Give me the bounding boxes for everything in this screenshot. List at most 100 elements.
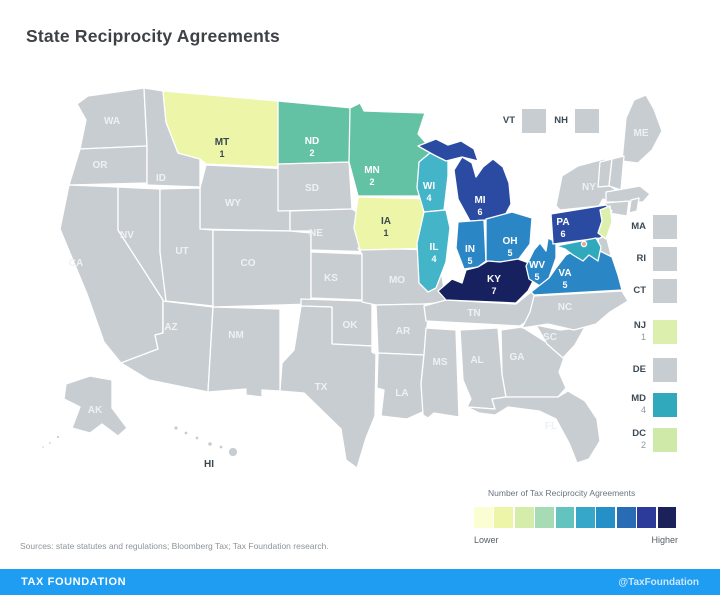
state-value: 4 bbox=[426, 193, 431, 203]
legend-title: Number of Tax Reciprocity Agreements bbox=[488, 488, 636, 498]
state-label: LA bbox=[395, 388, 408, 399]
chip-label: DC bbox=[632, 428, 646, 440]
state-label: MI bbox=[474, 195, 485, 206]
legend: Number of Tax Reciprocity Agreements Low… bbox=[474, 488, 678, 545]
state-wy bbox=[199, 164, 291, 232]
state-value: 5 bbox=[562, 280, 567, 290]
state-value: 6 bbox=[560, 229, 565, 239]
chip-label: NH bbox=[554, 114, 568, 126]
chip-de: DE bbox=[600, 358, 677, 382]
state-label: IL bbox=[430, 242, 439, 253]
state-nh bbox=[608, 155, 625, 191]
chip-dc: DC 2 bbox=[600, 428, 677, 452]
state-value: 7 bbox=[491, 286, 496, 296]
chip-label: NJ bbox=[633, 320, 646, 332]
state-value: 2 bbox=[309, 148, 314, 158]
state-label: KY bbox=[487, 274, 501, 285]
state-label: NY bbox=[582, 182, 596, 193]
state-fl bbox=[466, 390, 601, 464]
state-nj bbox=[597, 205, 613, 240]
state-value: 5 bbox=[507, 248, 512, 258]
hi-island bbox=[218, 444, 224, 450]
state-value: 6 bbox=[477, 207, 482, 217]
state-value: 4 bbox=[431, 254, 436, 264]
state-or bbox=[68, 145, 148, 186]
chip-md: MD 4 bbox=[600, 393, 677, 417]
state-label: KS bbox=[324, 273, 338, 284]
state-label: AR bbox=[396, 326, 411, 337]
chip-label: CT bbox=[633, 284, 646, 296]
state-label: SC bbox=[543, 332, 557, 343]
state-label: MS bbox=[433, 357, 448, 368]
chip-vt: VT bbox=[470, 109, 546, 133]
state-label: FL bbox=[545, 421, 557, 432]
chip-swatch-vt bbox=[522, 109, 546, 133]
state-label: IA bbox=[381, 216, 391, 227]
state-nm bbox=[207, 306, 281, 398]
state-label: NC bbox=[558, 302, 572, 313]
chip-label: VT bbox=[502, 114, 515, 126]
legend-swatch bbox=[514, 507, 534, 528]
state-label: WY bbox=[225, 198, 241, 209]
chip-swatch-ma bbox=[653, 215, 677, 239]
legend-swatch bbox=[555, 507, 575, 528]
legend-swatches bbox=[474, 507, 678, 528]
hi-island bbox=[194, 435, 200, 441]
chip-ri: RI bbox=[600, 247, 677, 271]
state-label: SD bbox=[305, 183, 319, 194]
footer-twitter-handle: @TaxFoundation bbox=[618, 576, 699, 588]
state-label: CO bbox=[241, 258, 256, 269]
state-label: UT bbox=[175, 246, 188, 257]
legend-swatch bbox=[616, 507, 636, 528]
state-label: ND bbox=[305, 136, 319, 147]
chip-swatch-nh bbox=[575, 109, 599, 133]
hi-island bbox=[207, 441, 213, 447]
state-il bbox=[416, 209, 451, 293]
legend-swatch bbox=[535, 507, 555, 528]
state-value: 1 bbox=[219, 149, 224, 159]
state-label: HI bbox=[204, 459, 214, 470]
state-label: AL bbox=[470, 355, 483, 366]
state-label: OK bbox=[343, 320, 359, 331]
state-ms bbox=[420, 327, 460, 419]
chip-label: MA bbox=[631, 220, 646, 232]
chip-nh: NH bbox=[523, 109, 599, 133]
state-label: IN bbox=[465, 244, 475, 255]
state-mi-upper bbox=[417, 138, 479, 162]
chip-ct: CT bbox=[600, 279, 677, 303]
state-label: WV bbox=[529, 260, 545, 271]
state-nc bbox=[521, 290, 629, 331]
state-label: NV bbox=[120, 230, 134, 241]
chip-swatch-de bbox=[653, 358, 677, 382]
chip-swatch-ri bbox=[653, 247, 677, 271]
state-ga bbox=[500, 326, 567, 398]
state-label: MO bbox=[389, 275, 405, 286]
legend-swatch bbox=[575, 507, 595, 528]
chip-value: 1 bbox=[640, 332, 646, 343]
legend-swatch bbox=[494, 507, 514, 528]
legend-swatch bbox=[657, 507, 677, 528]
hi-island bbox=[183, 430, 189, 436]
state-label: NE bbox=[309, 228, 323, 239]
chip-label: RI bbox=[636, 252, 647, 264]
state-label: CA bbox=[69, 258, 83, 269]
legend-swatch bbox=[474, 507, 493, 528]
state-label: TN bbox=[467, 308, 480, 319]
chip-swatch-dc bbox=[653, 428, 677, 452]
state-label: TX bbox=[315, 382, 328, 393]
state-value: 1 bbox=[383, 228, 388, 238]
state-value: 5 bbox=[467, 256, 472, 266]
hi-island bbox=[228, 447, 238, 457]
state-ky bbox=[437, 258, 541, 304]
state-label: AZ bbox=[164, 322, 177, 333]
state-sc bbox=[535, 324, 586, 359]
state-tx bbox=[279, 305, 377, 469]
state-label: MT bbox=[215, 137, 229, 148]
state-nd bbox=[277, 100, 353, 165]
dc-dot bbox=[580, 240, 588, 248]
state-al bbox=[459, 327, 507, 410]
ak-island bbox=[56, 435, 60, 439]
state-label: VA bbox=[558, 268, 571, 279]
chip-label: MD bbox=[631, 393, 646, 405]
